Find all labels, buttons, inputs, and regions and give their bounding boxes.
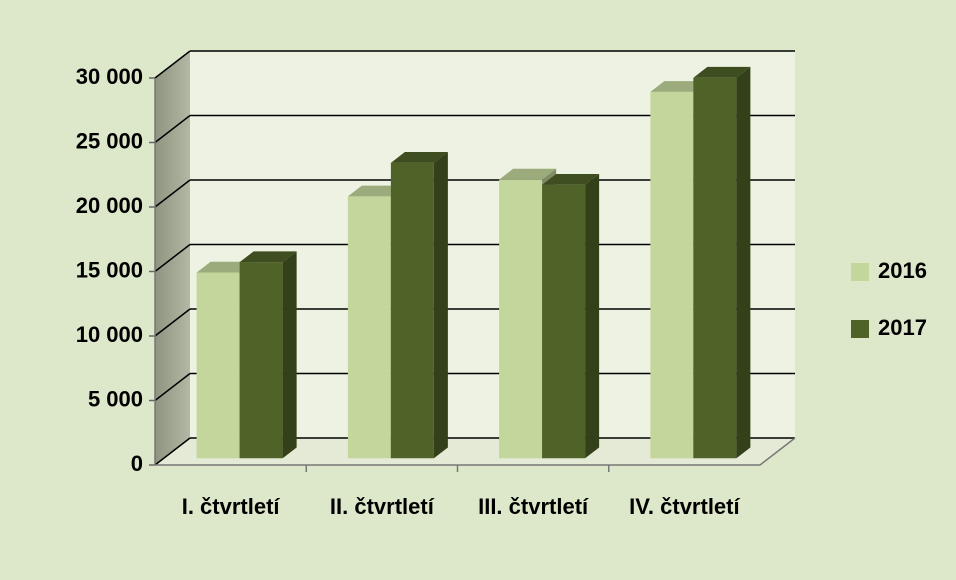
y-tick-label: 15 000 bbox=[76, 257, 143, 282]
bar bbox=[693, 66, 751, 459]
y-tick-label: 25 000 bbox=[76, 128, 143, 153]
bar-front bbox=[196, 272, 240, 459]
bar bbox=[542, 173, 600, 459]
legend-swatch bbox=[851, 263, 869, 281]
grid-line bbox=[154, 372, 191, 402]
bar-side bbox=[736, 66, 751, 459]
bar-side bbox=[585, 173, 600, 459]
grid-line bbox=[154, 308, 191, 337]
bar bbox=[390, 152, 448, 459]
bar-front bbox=[390, 162, 434, 459]
x-axis bbox=[155, 437, 796, 466]
bar-top bbox=[650, 81, 708, 92]
bar-front bbox=[693, 77, 737, 459]
x-tick-label: III. čtvrtletí bbox=[478, 494, 589, 519]
bar-front bbox=[542, 184, 586, 459]
y-tick-label: 10 000 bbox=[76, 322, 143, 347]
legend-label: 2016 bbox=[878, 258, 927, 283]
bar-front bbox=[650, 91, 694, 459]
bar-top bbox=[347, 185, 405, 197]
y-tick-label: 20 000 bbox=[76, 193, 143, 218]
grid-line bbox=[154, 50, 191, 79]
grid-line bbox=[154, 243, 191, 273]
bar-side bbox=[282, 251, 297, 459]
bar-front bbox=[239, 262, 283, 459]
bar bbox=[239, 251, 297, 459]
bar-front bbox=[499, 179, 543, 459]
bar-top bbox=[390, 152, 448, 163]
bar-top bbox=[196, 261, 254, 273]
grid-line bbox=[154, 179, 191, 208]
bar-top bbox=[239, 251, 297, 263]
x-tick-label: II. čtvrtletí bbox=[329, 494, 434, 519]
bar-top bbox=[499, 168, 557, 180]
bar-front bbox=[347, 196, 391, 459]
bar-top bbox=[693, 66, 751, 78]
bar-top bbox=[542, 173, 600, 185]
grid-line bbox=[154, 114, 191, 144]
legend-swatch bbox=[851, 320, 869, 338]
x-tick-label: I. čtvrtletí bbox=[181, 494, 280, 519]
legend-label: 2017 bbox=[878, 315, 927, 340]
bar-side bbox=[433, 152, 448, 459]
grid-line bbox=[154, 437, 191, 466]
x-tick-label: IV. čtvrtletí bbox=[629, 494, 740, 519]
y-tick-label: 5 000 bbox=[88, 386, 143, 411]
y-tick-label: 0 bbox=[131, 451, 143, 476]
y-tick-label: 30 000 bbox=[76, 64, 143, 89]
floor bbox=[155, 438, 795, 465]
